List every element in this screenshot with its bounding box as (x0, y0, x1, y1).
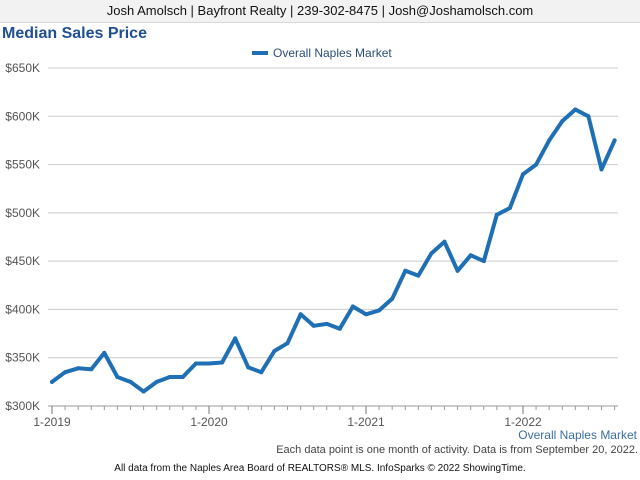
series-footer-label: Overall Naples Market (518, 428, 637, 442)
x-tick-label: 1-2020 (190, 415, 228, 429)
data-point (468, 253, 473, 258)
chart-title: Median Sales Price (2, 25, 147, 42)
data-point (207, 361, 211, 366)
data-point (455, 268, 460, 273)
data-point (128, 379, 133, 384)
data-point (193, 361, 198, 366)
y-tick-label: $350K (5, 351, 40, 365)
y-tick-label: $450K (5, 254, 40, 268)
data-point (547, 138, 552, 143)
data-point (612, 138, 617, 143)
data-point (403, 268, 408, 273)
data-point (102, 350, 107, 355)
y-tick-label: $500K (5, 206, 40, 220)
data-point (494, 212, 499, 217)
x-tick-label: 1-2019 (33, 415, 71, 429)
gridlines (48, 67, 618, 407)
data-point (442, 239, 447, 244)
data-point (154, 379, 159, 384)
data-point (560, 119, 565, 124)
data-note: Each data point is one month of activity… (276, 444, 638, 456)
data-point (324, 321, 329, 326)
data-point (76, 366, 81, 371)
data-point (141, 389, 146, 394)
data-point (220, 360, 225, 365)
data-point (481, 259, 486, 264)
data-point (534, 162, 539, 167)
y-axis: $300K $350K $400K $450K $500K $550K $600K $650K (5, 61, 40, 413)
data-point (337, 326, 342, 331)
x-axis: 1-2019 1-2020 1-2021 1-2022 (33, 405, 618, 429)
y-tick-label: $650K (5, 61, 40, 75)
data-point (272, 349, 277, 353)
data-point (63, 370, 68, 375)
data-point (180, 375, 185, 379)
x-tick-label: 1-2021 (347, 415, 385, 429)
data-point (364, 312, 368, 317)
data-point (599, 167, 604, 172)
data-point (429, 251, 434, 256)
data-point (507, 206, 512, 210)
y-tick-label: $300K (5, 399, 40, 413)
y-tick-label: $600K (5, 109, 40, 123)
data-point (259, 370, 264, 375)
data-point (416, 273, 421, 278)
data-point (233, 336, 238, 341)
y-tick-label: $550K (5, 158, 40, 172)
data-point (50, 379, 54, 384)
data-point (573, 107, 578, 112)
series (50, 107, 617, 394)
data-point (377, 308, 382, 313)
data-point (521, 172, 525, 177)
data-point (246, 365, 251, 370)
x-tick-label: 1-2022 (504, 415, 542, 429)
data-point (285, 341, 290, 346)
data-point (311, 323, 316, 328)
data-point (586, 114, 591, 119)
data-point (167, 375, 172, 379)
legend-label: Overall Naples Market (273, 46, 392, 60)
data-point (390, 296, 395, 301)
legend: Overall Naples Market (252, 46, 392, 60)
data-point (350, 304, 355, 309)
contact-header: Josh Amolsch | Bayfront Realty | 239-302… (0, 0, 640, 23)
data-point (298, 312, 303, 317)
data-point (89, 367, 94, 372)
y-tick-label: $400K (5, 302, 40, 316)
data-source: All data from the Naples Area Board of R… (114, 463, 526, 474)
series-line (50, 107, 617, 394)
data-point (115, 375, 120, 379)
